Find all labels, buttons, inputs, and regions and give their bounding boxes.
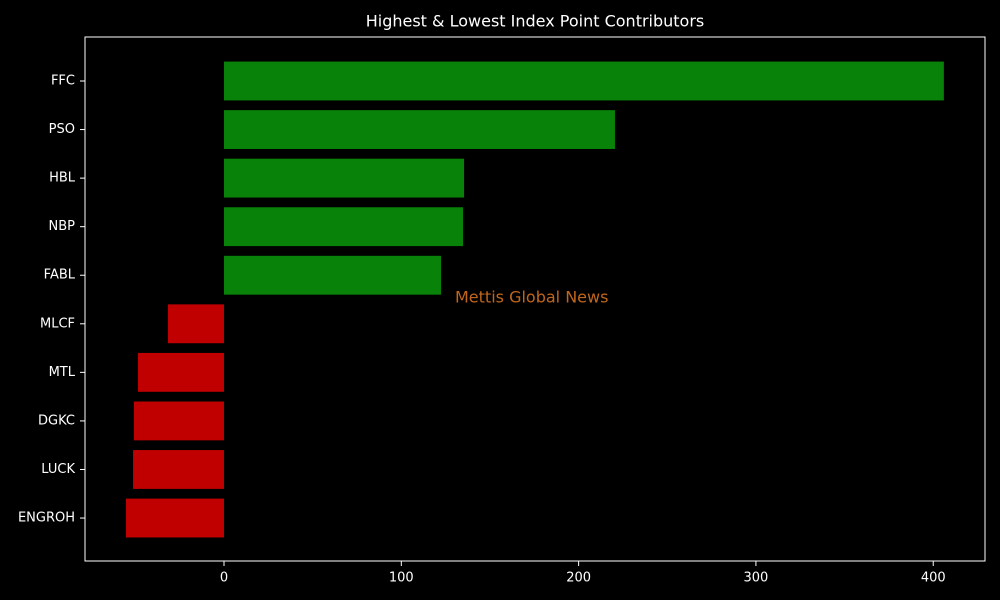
x-tick-label: 200 (566, 571, 591, 586)
bar (125, 498, 225, 538)
watermark: Mettis Global News (455, 288, 608, 307)
bar (224, 61, 944, 101)
bar (224, 207, 464, 247)
y-tick-label: FABL (44, 268, 76, 283)
bar (224, 110, 615, 149)
y-tick-label: HBL (49, 171, 76, 186)
x-tick-label: 0 (220, 571, 228, 586)
y-tick-label: DGKC (38, 413, 75, 428)
y-tick-label: FFC (51, 74, 75, 89)
y-tick-label: ENGROH (18, 511, 75, 526)
bar (224, 255, 442, 295)
y-tick-label: MLCF (40, 316, 75, 331)
bar (133, 401, 225, 441)
bar (224, 158, 465, 198)
plot-frame (84, 36, 986, 562)
y-tick-label: PSO (49, 122, 75, 137)
bar (133, 450, 225, 489)
bar (167, 304, 225, 344)
y-tick-label: LUCK (41, 462, 75, 477)
x-tick-label: 100 (389, 571, 414, 586)
bar (138, 352, 225, 392)
y-tick-label: MTL (49, 365, 76, 380)
y-tick-label: NBP (49, 219, 76, 234)
x-tick-label: 300 (744, 571, 769, 586)
x-tick-label: 400 (921, 571, 946, 586)
chart-title: Highest & Lowest Index Point Contributor… (366, 12, 705, 31)
